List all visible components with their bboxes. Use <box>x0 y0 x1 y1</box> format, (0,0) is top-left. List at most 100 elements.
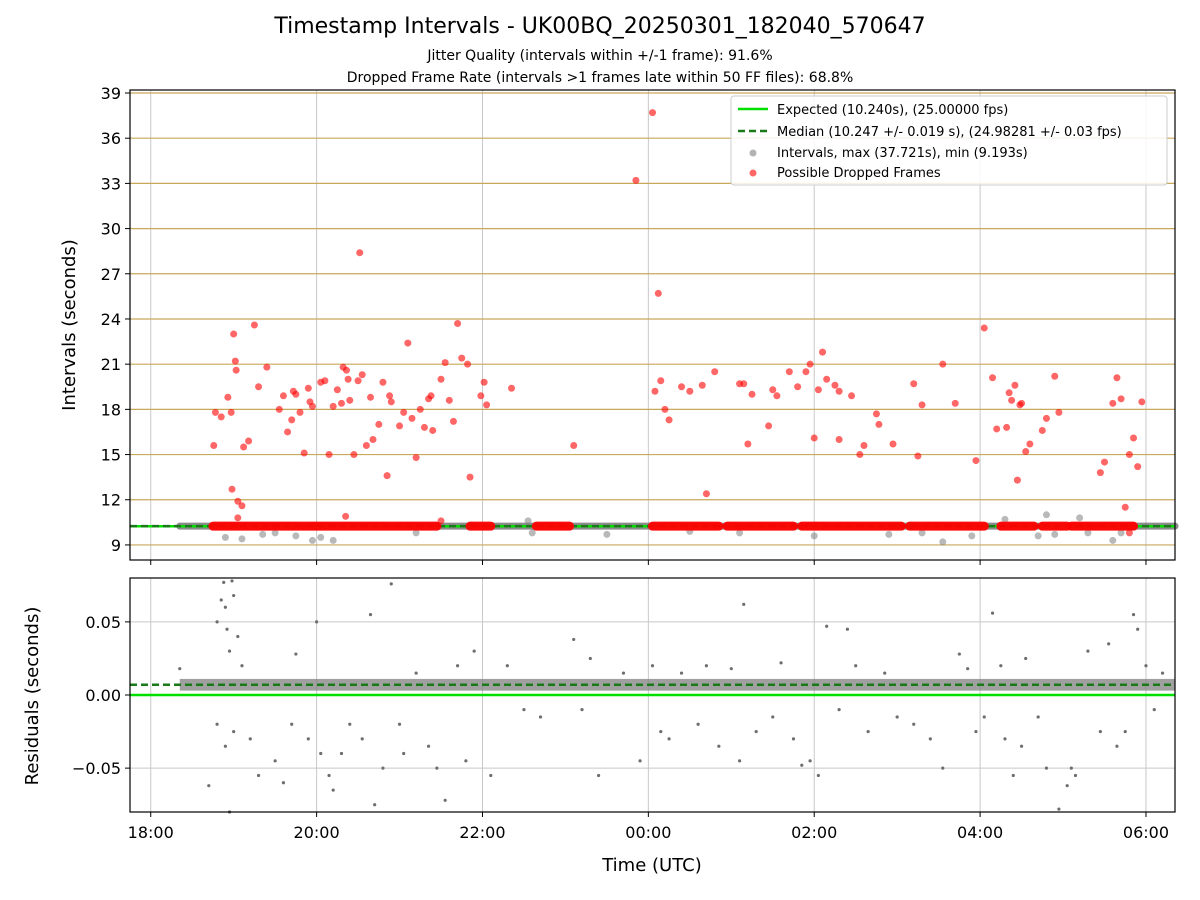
dropped-frame-point <box>308 402 316 410</box>
dropped-frame-point <box>665 416 673 424</box>
x-tick-label: 04:00 <box>957 823 1003 842</box>
residual-point <box>290 722 294 726</box>
chart-title: Timestamp Intervals - UK00BQ_20250301_18… <box>274 14 926 39</box>
residual-point <box>230 579 234 583</box>
residual-point <box>1065 784 1069 788</box>
dropped-frame-point <box>245 437 253 445</box>
dropped-frame-point <box>350 451 358 459</box>
y-tick-label-top: 15 <box>101 446 121 465</box>
dropped-frame-point <box>234 497 242 505</box>
dropped-frame-point <box>477 392 485 400</box>
dropped-frame-point <box>228 485 236 493</box>
dropped-frame-point <box>483 401 491 409</box>
residual-point <box>791 737 796 741</box>
dropped-frame-point <box>449 417 457 425</box>
interval-point <box>524 517 532 525</box>
residual-point <box>990 611 995 615</box>
dropped-frame-point <box>1038 426 1046 434</box>
x-tick-label: 06:00 <box>1123 823 1169 842</box>
dropped-frame-point <box>773 392 781 400</box>
dropped-frame-point <box>263 363 271 371</box>
dropped-frame-point <box>765 422 773 430</box>
dropped-frame-point <box>814 386 822 394</box>
dropped-frame-point <box>860 442 868 450</box>
y-tick-label-top: 30 <box>101 220 121 239</box>
dropped-frame-point <box>831 381 839 389</box>
dropped-frame-point <box>404 339 412 347</box>
residual-point <box>505 664 509 668</box>
dropped-frame-point <box>232 366 240 374</box>
residual-point <box>808 759 812 763</box>
dropped-frame-point <box>400 408 408 416</box>
residual-point <box>248 737 252 741</box>
residual-point <box>679 671 684 675</box>
residual-point <box>232 729 236 734</box>
top-marks <box>130 109 1179 546</box>
residual-point <box>779 661 783 665</box>
residual-point <box>659 729 663 734</box>
dropped-frame-point <box>300 449 308 457</box>
dropped-frame-point <box>354 377 362 385</box>
residual-point <box>522 708 526 712</box>
dropped-frame-point <box>480 378 488 386</box>
interval-point <box>918 529 926 537</box>
residual-point <box>327 773 331 778</box>
residual-point <box>982 715 986 719</box>
dropped-frame-point <box>240 443 248 451</box>
y-axis-label-intervals: Intervals (seconds) <box>59 239 80 411</box>
dropped-frame-point <box>914 452 922 460</box>
dropped-frame-point <box>1042 414 1050 422</box>
y-tick-label-bottom: 0.00 <box>85 686 121 705</box>
residual-point <box>837 708 841 712</box>
dropped-frame-point <box>437 517 445 525</box>
dropped-frame-point <box>344 375 352 383</box>
dropped-frame-point <box>835 435 843 443</box>
residual-point <box>281 781 286 785</box>
residual-point <box>800 763 804 767</box>
residual-point <box>219 598 223 602</box>
y-tick-label-top: 12 <box>101 491 121 510</box>
top-axes-frame <box>129 89 1176 561</box>
residual-point <box>381 766 385 770</box>
dropped-frame-point <box>806 360 814 368</box>
dropped-frame-point <box>744 440 752 448</box>
interval-point <box>1051 530 1059 538</box>
dropped-frame-rate-subtitle: Dropped Frame Rate (intervals >1 frames … <box>346 70 854 86</box>
interval-point <box>317 533 325 541</box>
residual-point <box>1107 642 1111 646</box>
residual-point <box>650 664 655 668</box>
dropped-frame-point <box>420 423 428 431</box>
y-tick-label-bottom: −0.05 <box>72 759 121 778</box>
residual-point <box>402 751 406 756</box>
dropped-frame-point <box>711 368 719 376</box>
dropped-frame-point <box>802 368 810 376</box>
dropped-frame-point <box>333 386 341 394</box>
dropped-frame-point <box>292 390 300 398</box>
dropped-frame-point <box>210 442 218 450</box>
interval-point <box>259 530 267 538</box>
residual-point <box>1131 612 1136 617</box>
residual-point <box>223 744 227 748</box>
dropped-frame-point <box>211 408 219 416</box>
y-tick-label-bottom: 0.05 <box>85 613 121 632</box>
residual-point <box>621 671 626 675</box>
interval-point <box>603 530 611 538</box>
residual-point <box>319 751 323 756</box>
residual-point <box>455 664 460 668</box>
dropped-frame-point <box>1121 503 1129 511</box>
residual-point <box>397 722 402 726</box>
interval-point <box>1109 536 1117 544</box>
dropped-frame-point <box>441 359 449 367</box>
residual-point <box>1044 766 1049 770</box>
dropped-frame-point <box>1022 448 1030 456</box>
interval-point <box>329 536 337 544</box>
legend-expected: Expected (10.240s), (25.00000 fps) <box>777 103 1008 118</box>
interval-point <box>968 532 976 540</box>
interval-point <box>1117 529 1125 537</box>
dropped-frame-point <box>375 420 383 428</box>
dropped-frame-point <box>427 392 435 400</box>
residual-point <box>667 737 671 741</box>
residual-point <box>957 652 961 656</box>
residual-point <box>360 737 364 741</box>
residual-point <box>845 627 850 631</box>
